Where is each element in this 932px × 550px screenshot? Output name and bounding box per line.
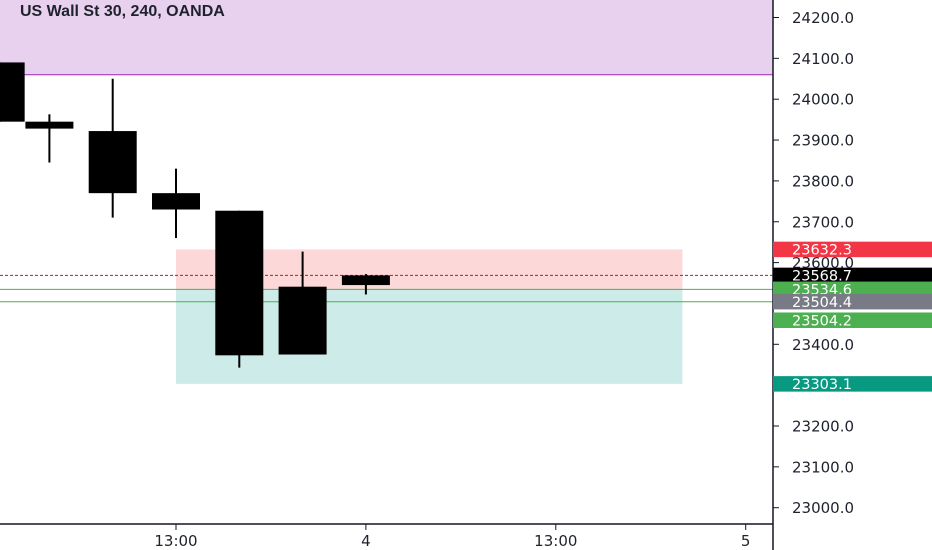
- candle-body: [341, 275, 390, 286]
- candle: [278, 251, 327, 355]
- price-tag-label: 23632.3: [792, 243, 852, 259]
- price-tag-label: 23303.1: [792, 377, 852, 393]
- symbol-title: US Wall St 30, 240, OANDA: [20, 3, 225, 20]
- price-tag-label: 23504.4: [792, 295, 852, 311]
- candle: [88, 78, 137, 218]
- price-tag-bg: [773, 281, 932, 298]
- price-tag-bg: [773, 267, 932, 284]
- time-tick-label: 13:00: [154, 532, 197, 550]
- price-tick-label: 24100.0: [792, 50, 854, 68]
- candle-body: [215, 210, 264, 356]
- price-tag: 23632.3: [773, 241, 932, 259]
- price-tick-label: 23100.0: [792, 458, 854, 476]
- candle: [152, 168, 200, 239]
- time-tick-label: 4: [361, 532, 371, 550]
- price-tick-label: 24200.0: [792, 9, 854, 27]
- candle: [25, 114, 74, 163]
- candle-body: [25, 121, 74, 129]
- price-tick-label: 23400.0: [792, 336, 854, 354]
- candle: [341, 274, 390, 295]
- price-tag-bg: [773, 241, 932, 258]
- price-tick-label: 23800.0: [792, 172, 854, 190]
- candle-body: [0, 62, 25, 122]
- price-tags: 23632.323568.703:41:4423534.623504.42350…: [773, 241, 932, 393]
- price-tick-label: 23200.0: [792, 418, 854, 436]
- price-tick-label: 23000.0: [792, 499, 854, 517]
- time-tick-label: 5: [741, 532, 751, 550]
- candle: [215, 210, 264, 368]
- resistance-zone: [0, 0, 773, 75]
- candle-body: [152, 193, 200, 210]
- price-tag-bg: [773, 293, 932, 310]
- candle-body: [88, 131, 137, 194]
- candle: [0, 62, 25, 122]
- price-tag: 23303.1: [773, 376, 932, 393]
- price-tag-label: 23504.2: [792, 313, 852, 329]
- price-tag-bg: [773, 376, 932, 392]
- price-tag: 23504.2: [773, 312, 932, 329]
- price-tick-label: 23700.0: [792, 213, 854, 231]
- price-axis[interactable]: 24200.0 24100.0 24000.0 23900.0 23800.0 23700…: [772, 0, 854, 550]
- price-tick-label: 24000.0: [792, 91, 854, 109]
- price-tick-label: 23900.0: [792, 132, 854, 150]
- price-tick-label: 23600.0: [792, 254, 854, 272]
- candle-body: [278, 286, 327, 355]
- price-tag: 23504.4: [773, 293, 932, 311]
- price-tag-label: 23568.7: [792, 269, 852, 285]
- price-tag-bg: [773, 312, 932, 328]
- time-tick-label: 13:00: [534, 532, 577, 550]
- candles: [0, 62, 390, 368]
